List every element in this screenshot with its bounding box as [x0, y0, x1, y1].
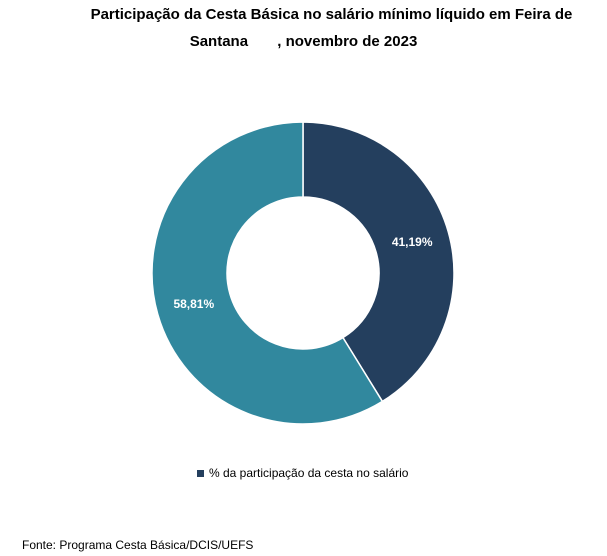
legend-swatch — [197, 469, 204, 477]
legend-label: % da participação da cesta no salário — [209, 466, 409, 480]
slice-label-0: 41,19% — [392, 235, 433, 249]
chart-title-line-2: Santana , novembro de 2023 — [189, 33, 418, 50]
slice-label-1: 58,81% — [173, 297, 214, 311]
legend: % da participação da cesta no salário — [197, 466, 408, 480]
slice-1 — [151, 121, 384, 425]
slice-0 — [302, 121, 455, 403]
chart-title-line-1: Participação da Cesta Básica no salário … — [90, 6, 573, 23]
source-note: Fonte: Programa Cesta Básica/DCIS/UEFS — [22, 538, 254, 552]
